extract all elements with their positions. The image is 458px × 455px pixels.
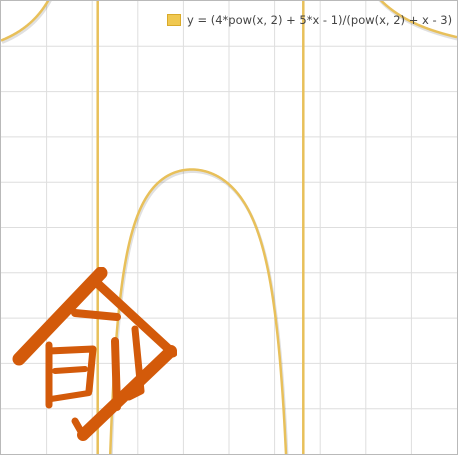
logo-seal-watermark — [12, 267, 177, 441]
legend-swatch — [167, 14, 181, 26]
curve-segment-2 — [108, 168, 288, 454]
legend-label: y = (4*pow(x, 2) + 5*x - 1)/(pow(x, 2) +… — [187, 13, 453, 27]
curve-segment-1 — [1, 1, 50, 42]
curve-shadow-1 — [1, 1, 52, 44]
curve-segment-3 — [379, 1, 457, 39]
legend: y = (4*pow(x, 2) + 5*x - 1)/(pow(x, 2) +… — [167, 12, 452, 28]
asymptote-lines — [96, 1, 305, 454]
